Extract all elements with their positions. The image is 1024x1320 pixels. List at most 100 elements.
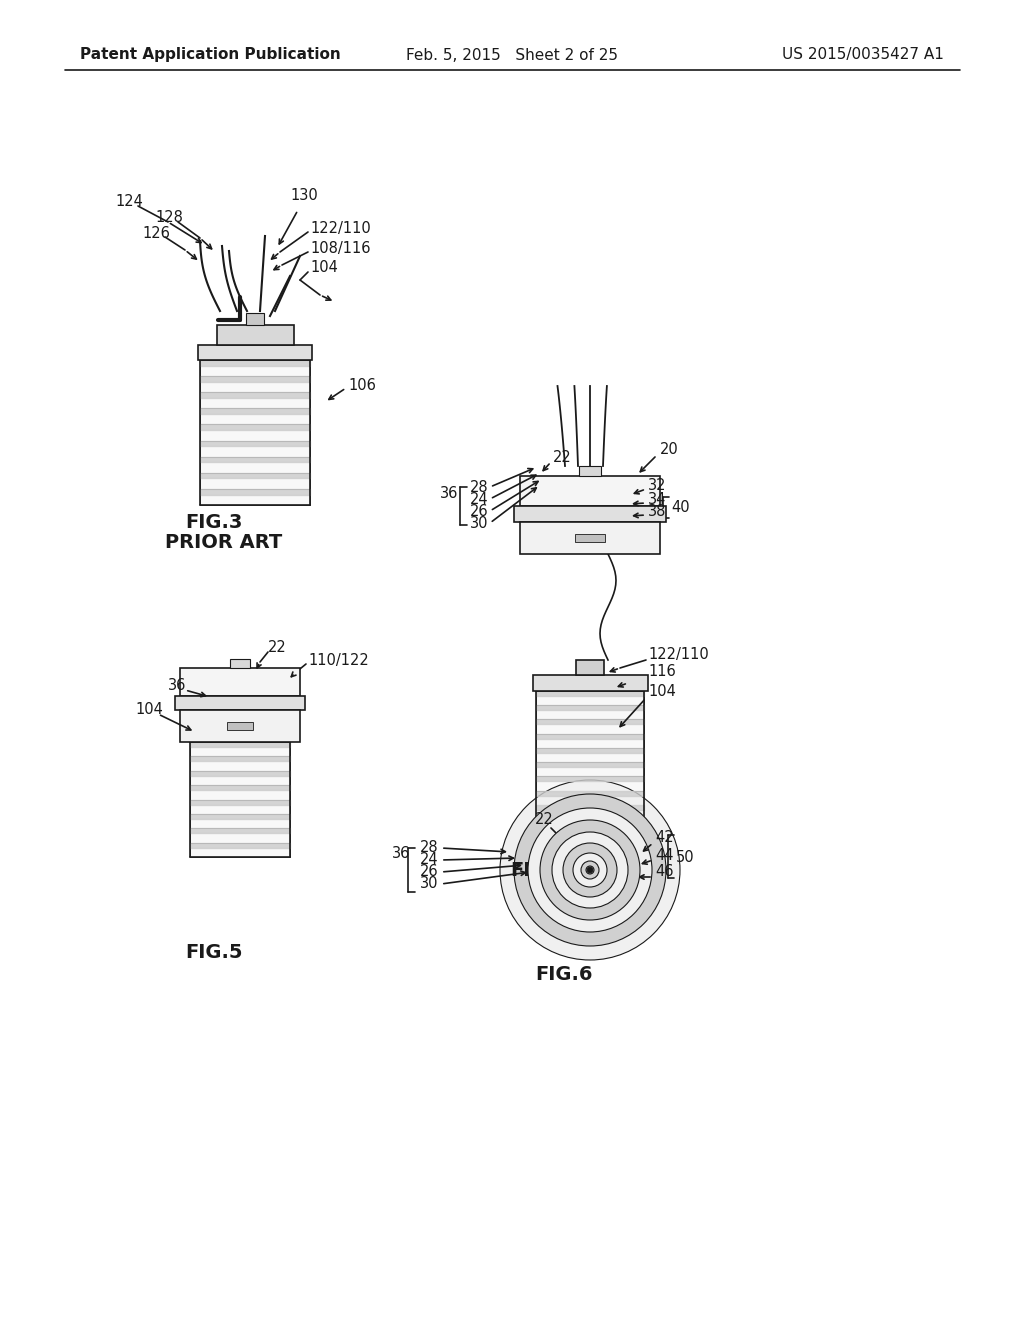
Bar (200, 441, 310, 457)
Text: 24: 24 (420, 853, 438, 867)
Bar (574, 535, 605, 541)
Bar (198, 345, 312, 360)
Bar (190, 814, 290, 828)
Bar (190, 742, 290, 756)
Polygon shape (536, 734, 644, 739)
Bar (180, 668, 300, 696)
Bar (190, 756, 290, 771)
Polygon shape (200, 376, 310, 381)
Text: 36: 36 (440, 486, 459, 500)
Text: 116: 116 (648, 664, 676, 680)
Text: 40: 40 (671, 500, 689, 516)
Polygon shape (200, 488, 310, 495)
Text: 104: 104 (310, 260, 338, 276)
Text: 28: 28 (420, 841, 438, 855)
Bar (536, 776, 644, 791)
Polygon shape (200, 392, 310, 397)
Bar (536, 748, 644, 762)
Circle shape (573, 853, 607, 887)
Bar (536, 705, 644, 719)
Text: 106: 106 (348, 378, 376, 392)
Text: 38: 38 (648, 504, 667, 520)
Text: 22: 22 (268, 640, 287, 656)
Bar (520, 521, 660, 554)
Text: 26: 26 (420, 865, 438, 879)
Bar (190, 785, 290, 800)
Bar (216, 325, 294, 345)
Bar (200, 376, 310, 392)
Polygon shape (190, 828, 290, 833)
Polygon shape (200, 441, 310, 446)
Circle shape (540, 820, 640, 920)
Bar (200, 457, 310, 473)
Bar (200, 425, 310, 441)
Circle shape (552, 832, 628, 908)
Text: 106: 106 (555, 898, 583, 912)
Text: 24: 24 (470, 491, 488, 507)
Text: 28: 28 (470, 479, 488, 495)
Text: 20: 20 (660, 442, 679, 458)
Polygon shape (190, 800, 290, 804)
Text: 108/116: 108/116 (310, 240, 371, 256)
Circle shape (500, 780, 680, 960)
Polygon shape (190, 756, 290, 762)
Circle shape (587, 867, 593, 873)
Text: 122/110: 122/110 (648, 648, 709, 663)
Bar (575, 660, 604, 675)
Polygon shape (200, 473, 310, 478)
Polygon shape (536, 762, 644, 767)
Bar (200, 488, 310, 506)
Bar (226, 722, 253, 730)
Bar (190, 771, 290, 785)
Bar (536, 734, 644, 748)
Text: 34: 34 (648, 492, 667, 507)
Text: 26: 26 (470, 503, 488, 519)
Text: 42: 42 (655, 830, 674, 846)
Polygon shape (536, 705, 644, 710)
Bar (532, 675, 647, 690)
Bar (514, 506, 666, 521)
Polygon shape (200, 408, 310, 414)
Bar (190, 842, 290, 857)
Polygon shape (190, 771, 290, 776)
Text: US 2015/0035427 A1: US 2015/0035427 A1 (782, 48, 944, 62)
Text: Feb. 5, 2015   Sheet 2 of 25: Feb. 5, 2015 Sheet 2 of 25 (406, 48, 618, 62)
Polygon shape (190, 742, 290, 747)
Circle shape (581, 861, 599, 879)
Bar (536, 762, 644, 776)
Text: 46: 46 (655, 865, 674, 879)
Polygon shape (190, 842, 290, 847)
Text: 104: 104 (135, 702, 163, 718)
Text: 110/122: 110/122 (308, 652, 369, 668)
Text: 104: 104 (648, 685, 676, 700)
Text: 30: 30 (470, 516, 488, 531)
Bar (200, 473, 310, 488)
Polygon shape (536, 748, 644, 752)
Bar (190, 828, 290, 842)
Text: 22: 22 (535, 813, 554, 828)
Bar (536, 719, 644, 734)
Text: 36: 36 (392, 846, 411, 862)
Text: FIG.3: FIG.3 (185, 512, 243, 532)
Text: Patent Application Publication: Patent Application Publication (80, 48, 341, 62)
Text: 30: 30 (420, 876, 438, 891)
Polygon shape (200, 425, 310, 430)
Bar (200, 408, 310, 425)
Bar (246, 313, 264, 325)
Text: 122/110: 122/110 (310, 220, 371, 235)
Bar (536, 791, 644, 805)
Circle shape (586, 866, 594, 874)
Polygon shape (200, 457, 310, 462)
Text: FIG.5: FIG.5 (185, 944, 243, 962)
Bar (230, 659, 250, 668)
Polygon shape (536, 719, 644, 725)
Text: 22: 22 (553, 450, 571, 465)
Bar (180, 710, 300, 742)
Bar (579, 466, 601, 477)
Circle shape (528, 808, 652, 932)
Text: 50: 50 (676, 850, 694, 865)
Text: 124: 124 (115, 194, 143, 210)
Text: 128: 128 (155, 210, 183, 226)
Bar (190, 800, 290, 814)
Text: 36: 36 (168, 678, 186, 693)
